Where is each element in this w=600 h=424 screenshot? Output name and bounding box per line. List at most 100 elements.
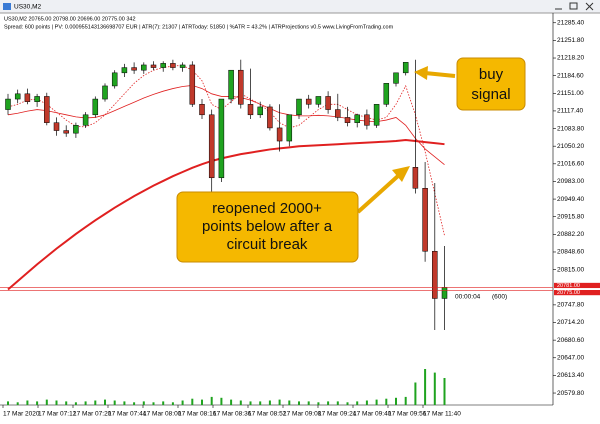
- x-tick-label: 17 Mar 09:24: [318, 411, 357, 418]
- y-tick-label: 21184.60: [557, 72, 584, 79]
- candle-body: [5, 98, 11, 110]
- volume-bar: [201, 399, 203, 405]
- candle-body: [170, 63, 176, 68]
- y-tick-label: 20680.60: [557, 337, 584, 344]
- volume-bar: [307, 401, 310, 405]
- volume-bar: [259, 401, 262, 405]
- volume-bar: [16, 402, 19, 405]
- y-tick-label: 20882.20: [557, 231, 584, 238]
- candle-body: [82, 114, 89, 126]
- volume-bar: [123, 401, 126, 405]
- volume-bar: [152, 402, 155, 405]
- window-title: US30,M2: [14, 4, 41, 11]
- y-tick-label: 20747.80: [557, 302, 584, 309]
- candle-body: [276, 127, 283, 142]
- volume-bar: [404, 396, 407, 405]
- volume-bar: [385, 398, 388, 405]
- x-tick-label: 17 Mar 11:40: [423, 411, 461, 418]
- x-tick-label: 17 Mar 07:20: [73, 411, 112, 418]
- price-label: 20781.00: [557, 283, 580, 289]
- volume-bar: [443, 378, 446, 405]
- y-tick-label: 20915.80: [557, 213, 584, 220]
- candle-body: [267, 106, 273, 129]
- candle-body: [364, 114, 370, 126]
- candle-body: [199, 104, 205, 116]
- buy-signal-annotation: buy signal: [414, 57, 526, 111]
- candle-body: [315, 96, 322, 105]
- x-tick-label: 17 Mar 08:16: [178, 411, 217, 418]
- window-icon: [3, 3, 11, 10]
- volume-bar: [142, 401, 145, 405]
- indicator-info: Spread: 600 points | PV: 0.0009551431366…: [4, 24, 394, 30]
- volume-bar: [365, 400, 368, 405]
- volume-bar: [94, 400, 97, 405]
- x-tick-label: 17 Mar 08:00: [143, 411, 182, 418]
- candle-body: [402, 62, 409, 74]
- candle-body: [131, 67, 137, 71]
- volume-bar: [336, 401, 339, 405]
- volume-bar: [74, 402, 77, 405]
- candle-body: [257, 106, 263, 116]
- x-tick-label: 17 Mar 09:40: [353, 411, 392, 418]
- y-tick-label: 20815.00: [557, 266, 584, 273]
- volume-bar: [230, 399, 233, 405]
- x-tick-label: 17 Mar 07:44: [108, 411, 147, 418]
- candle-body: [247, 104, 254, 116]
- y-tick-label: 21050.20: [557, 143, 584, 150]
- volume-bar: [65, 401, 68, 405]
- candle-body: [44, 96, 50, 123]
- candle-body: [102, 85, 108, 100]
- minimize-button[interactable]: [552, 1, 566, 12]
- y-tick-label: 21117.40: [557, 108, 584, 115]
- moving-average-line: [7, 138, 445, 291]
- volume-bar: [317, 402, 320, 405]
- candle-body: [286, 114, 293, 142]
- annotation-text: points below after a: [202, 218, 333, 235]
- candle-body: [393, 72, 399, 84]
- volume-bar: [104, 399, 106, 405]
- candle-body: [160, 63, 166, 68]
- y-tick-label: 21083.80: [557, 125, 584, 132]
- candle-body: [92, 98, 99, 116]
- y-tick-label: 20714.20: [557, 319, 584, 326]
- volume-bar: [298, 401, 300, 405]
- maximize-button[interactable]: [567, 1, 581, 12]
- volume-bar: [36, 401, 39, 405]
- candle-body: [325, 96, 331, 110]
- candle-body: [141, 64, 147, 71]
- volume-bar: [26, 400, 29, 405]
- volume-bar: [45, 399, 48, 405]
- y-tick-label: 21016.60: [557, 161, 584, 168]
- volume-bar: [268, 400, 271, 405]
- annotation-text: reopened 2000+: [212, 200, 322, 217]
- candle-body: [121, 67, 128, 74]
- price-label-box: [554, 282, 600, 289]
- volume-bar: [414, 382, 417, 405]
- annotation-text: signal: [471, 86, 510, 103]
- volume-bar: [191, 398, 194, 405]
- price-label-box: [554, 290, 600, 296]
- candle-body: [344, 117, 351, 123]
- volume-bar: [171, 402, 174, 405]
- candle-body: [305, 98, 312, 105]
- candle-body: [63, 130, 69, 134]
- candle-body: [34, 96, 40, 102]
- volume-bar: [346, 402, 349, 405]
- candle-body: [111, 72, 118, 87]
- volume-bar: [375, 399, 378, 405]
- y-tick-label: 20848.60: [557, 249, 584, 256]
- bar-timer: 00:00:04: [455, 293, 481, 300]
- y-tick-label: 21151.00: [557, 90, 584, 97]
- candle-body: [208, 114, 215, 179]
- candle-body: [238, 69, 244, 105]
- candle-body: [441, 287, 448, 299]
- candle-body: [335, 109, 341, 118]
- x-tick-label: 17 Mar 08:52: [248, 411, 287, 418]
- close-button[interactable]: [582, 1, 598, 12]
- volume-bar: [7, 401, 9, 405]
- symbol-header: US30,M2 20765.00 20798.00 20696.00 20775…: [4, 16, 136, 22]
- y-tick-label: 20949.40: [557, 196, 584, 203]
- candle-body: [218, 98, 225, 179]
